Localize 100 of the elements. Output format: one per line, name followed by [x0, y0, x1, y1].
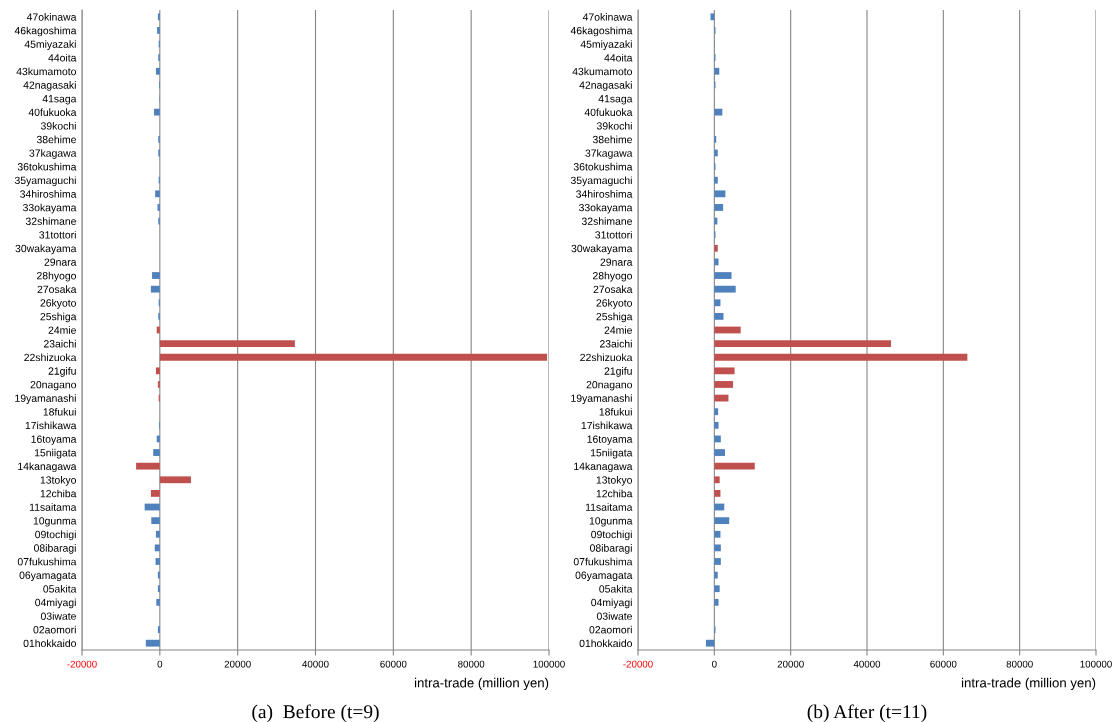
y-tick-label: 41saga [598, 95, 633, 105]
bar [150, 285, 160, 293]
y-tick-label: 22shizuoka [580, 353, 633, 362]
y-tick-label: 45miyazaki [580, 40, 632, 50]
bar [145, 639, 160, 647]
y-tick-label: 25shiga [40, 312, 77, 323]
bar [152, 272, 160, 279]
bar [714, 476, 720, 484]
y-tick-label: 37kagawa [29, 149, 77, 159]
y-tick-label: 05akita [43, 584, 77, 593]
y-tick-label: 10gunma [33, 517, 77, 527]
y-tick-label: 08ibaragi [590, 544, 632, 554]
y-tick-label: 22shizuoka [24, 353, 77, 362]
bar [714, 299, 721, 307]
y-tick-label: 29nara [600, 258, 633, 266]
y-tick-label: 01hokkaido [579, 639, 633, 648]
y-tick-label: 19yamanashi [15, 394, 76, 405]
y-tick-label: 16toyama [587, 435, 633, 445]
y-tick-label: 34hiroshima [576, 190, 633, 198]
y-tick-label: 09tochigi [35, 530, 76, 541]
y-tick-label: 38ehime [36, 135, 76, 144]
bar [153, 449, 160, 456]
bar [714, 326, 741, 334]
y-tick-label: 16toyama [31, 435, 77, 445]
y-tick-label: 28hyogo [37, 271, 77, 282]
bar [714, 598, 719, 606]
y-tick-label: 46kagoshima [570, 26, 633, 37]
y-tick-label: 25shiga [596, 312, 633, 323]
x-tick-label: 40000 [302, 660, 329, 668]
y-tick-label: 10gunma [589, 517, 633, 527]
y-tick-label: 26kyoto [40, 298, 77, 309]
y-tick-label: 32shimane [25, 217, 76, 225]
y-tick-label: 36tokushima [573, 162, 633, 171]
y-tick-label: 30wakayama [571, 244, 633, 255]
y-tick-label: 39kochi [40, 121, 76, 130]
bar [714, 204, 724, 211]
y-tick-label: 21gifu [604, 367, 632, 377]
bar [714, 108, 723, 116]
y-tick-label: 45miyazaki [24, 40, 76, 50]
bar [154, 108, 160, 116]
bar [714, 530, 721, 538]
y-tick-label: 06yamagata [575, 571, 633, 582]
y-tick-label: 30wakayama [15, 244, 77, 255]
y-tick-label: 44oita [48, 53, 77, 62]
bar [714, 558, 721, 565]
text: (a) Before (t=9) [252, 704, 379, 722]
y-tick-label: 21gifu [48, 367, 76, 377]
y-tick-label: 36tokushima [17, 162, 77, 171]
bar [155, 367, 160, 375]
y-tick-label: 15niigata [34, 448, 77, 459]
y-tick-label: 20nagano [30, 380, 77, 391]
x-axis-title: intra-trade (million yen) [414, 677, 549, 691]
y-tick-label: 38ehime [592, 135, 632, 144]
bar [714, 285, 736, 293]
y-tick-label: 01hokkaido [23, 639, 77, 648]
y-tick-label: 44oita [604, 53, 633, 62]
y-tick-label: 28hyogo [593, 271, 633, 282]
y-tick-label: 46kagoshima [14, 26, 77, 37]
y-tick-label: 03iwate [40, 612, 76, 620]
bar [714, 367, 735, 375]
y-tick-label: 31tottori [39, 230, 76, 239]
bar [714, 517, 730, 525]
y-tick-label: 04miyagi [35, 598, 76, 609]
bar [714, 435, 721, 443]
y-tick-label: 37kagawa [585, 149, 633, 159]
bar [136, 462, 160, 470]
y-tick-label: 33okayama [22, 203, 77, 214]
y-tick-label: 12chiba [40, 489, 77, 498]
y-tick-label: 04miyagi [591, 598, 632, 609]
y-tick-label: 31tottori [595, 230, 632, 239]
bar [159, 353, 548, 361]
y-tick-label: 18fukui [43, 407, 76, 416]
bar [714, 462, 755, 470]
bar [714, 571, 718, 579]
bar [714, 176, 718, 184]
y-tick-label: 02aomori [33, 625, 76, 634]
x-tick-label: 80000 [1006, 660, 1033, 668]
y-tick-label: 07fukushima [573, 557, 633, 566]
x-tick-label: 60000 [930, 660, 957, 668]
y-tick-label: 35yamaguchi [14, 176, 76, 187]
y-tick-label: 43kumamoto [16, 67, 77, 76]
x-axis-title: intra-trade (million yen) [961, 677, 1096, 691]
y-tick-label: 41saga [42, 95, 77, 105]
y-tick-label: 03iwate [596, 612, 632, 620]
y-tick-label: 27osaka [37, 285, 77, 294]
x-tick-label: 20000 [224, 660, 251, 668]
y-tick-label: 29nara [44, 258, 77, 266]
bar [154, 544, 160, 552]
x-tick-label: 40000 [853, 660, 881, 668]
y-tick-label: 11saitama [29, 503, 77, 511]
y-tick-label: 23aichi [599, 339, 632, 348]
y-tick-label: 40fukuoka [584, 108, 633, 116]
y-tick-label: 23aichi [43, 339, 76, 348]
bar [714, 585, 720, 593]
x-tick-label: -20000 [67, 660, 97, 668]
y-tick-label: 35yamaguchi [570, 176, 632, 187]
bar [156, 598, 160, 606]
y-tick-label: 13tokyo [40, 476, 77, 486]
y-tick-label: 20nagano [586, 380, 633, 391]
bar [155, 530, 160, 538]
